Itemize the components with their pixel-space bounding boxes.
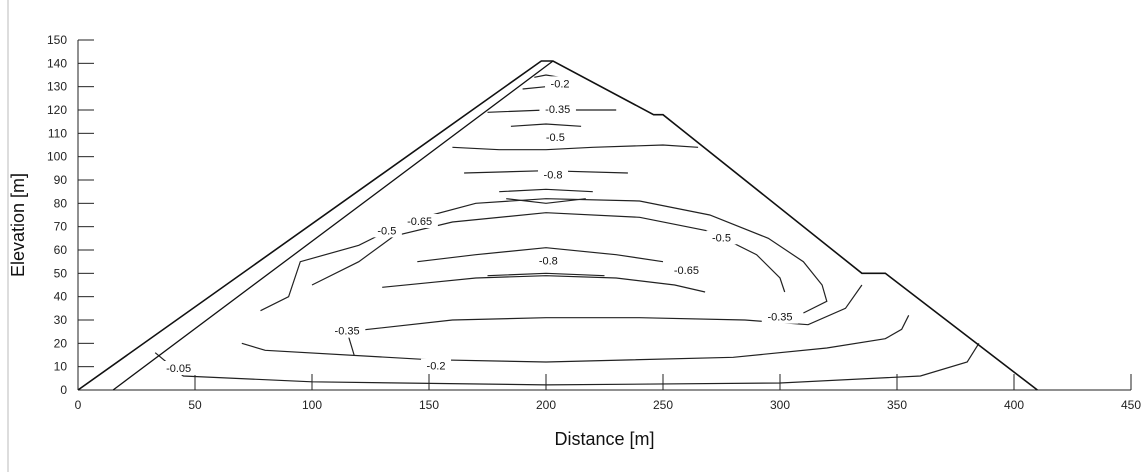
y-tick-label: 90 <box>54 173 68 187</box>
contour-label: -0.8 <box>539 256 558 268</box>
contour-label-background <box>545 76 576 91</box>
dam-inner-face <box>112 60 554 391</box>
contour-label: -0.2 <box>551 78 570 90</box>
contour-line <box>382 275 706 293</box>
contour-line <box>260 198 828 314</box>
x-tick-label: 200 <box>536 398 556 412</box>
contour-line <box>241 315 910 363</box>
contour-label-background <box>160 361 197 375</box>
y-tick-label: 110 <box>48 126 67 140</box>
contour-label: -0.35 <box>545 104 570 116</box>
x-tick-label: 100 <box>302 398 322 412</box>
contour-label: -0.5 <box>712 232 731 244</box>
x-tick-label: 250 <box>653 398 673 412</box>
contour-label: -0.2 <box>427 361 446 373</box>
y-tick-label: 130 <box>47 80 67 94</box>
contour-label-background <box>533 253 564 268</box>
x-tick-label: 400 <box>1004 398 1024 412</box>
contour-label: -0.65 <box>407 216 432 228</box>
contour-label-background <box>401 214 438 228</box>
contour-label: -0.5 <box>377 225 396 237</box>
y-tick-label: 100 <box>47 150 67 164</box>
contour-label: -0.35 <box>767 312 792 324</box>
plot-area: -0.2 -0.35 -0.5 -0.8 -0.65 -0.5 -0.8 -0.5 -0.65 -… <box>77 60 1038 391</box>
contour-label-background <box>371 223 402 238</box>
contour-label-background <box>421 358 452 373</box>
contour-line <box>417 247 664 263</box>
contour-label: -0.35 <box>335 326 360 338</box>
contour-line <box>154 342 980 386</box>
x-tick-label: 300 <box>770 398 790 412</box>
contour-label-background <box>540 130 571 144</box>
y-tick-label: 70 <box>54 220 68 234</box>
contour-label: -0.65 <box>674 265 699 277</box>
dam-outline <box>77 60 1038 391</box>
contour-line <box>452 144 699 151</box>
axes: 0 50 100 150 200 250 300 350 400 450 0 10 20 30 40 50 60… <box>7 0 1141 472</box>
y-tick-label: 120 <box>47 103 67 117</box>
contour-label: -0.8 <box>544 169 563 181</box>
contour-label-background <box>761 309 799 324</box>
contour-line <box>510 123 582 127</box>
y-tick-label: 140 <box>47 56 67 70</box>
y-tick-label: 60 <box>54 243 68 257</box>
x-tick-label: 350 <box>887 398 907 412</box>
y-axis-title: Elevation [m] <box>8 173 28 277</box>
y-tick-label: 30 <box>54 313 68 327</box>
contour-label-background <box>706 230 737 245</box>
y-tick-label: 50 <box>54 266 68 280</box>
contour-line <box>311 212 786 293</box>
x-tick-label: 50 <box>188 398 202 412</box>
contour-label-background <box>539 102 576 116</box>
y-tick-label: 20 <box>54 336 68 350</box>
contour-line <box>506 198 586 204</box>
y-tick-label: 0 <box>60 383 67 397</box>
x-tick-label: 450 <box>1121 398 1141 412</box>
contour-label-background <box>328 323 366 338</box>
contour-line <box>499 188 593 193</box>
contour-label: -0.05 <box>166 363 191 375</box>
y-tick-label: 80 <box>54 196 68 210</box>
x-axis-title: Distance [m] <box>554 429 654 449</box>
x-tick-label: 0 <box>75 398 82 412</box>
y-tick-label: 10 <box>54 360 68 374</box>
contour-line <box>487 272 605 277</box>
x-tick-label: 150 <box>419 398 439 412</box>
contour-label-background <box>668 263 705 277</box>
contour-line <box>346 284 863 356</box>
contour-label: -0.5 <box>546 132 565 144</box>
contour-label-background <box>538 167 569 182</box>
y-tick-label: 40 <box>54 290 68 304</box>
y-tick-label: 150 <box>47 33 67 47</box>
